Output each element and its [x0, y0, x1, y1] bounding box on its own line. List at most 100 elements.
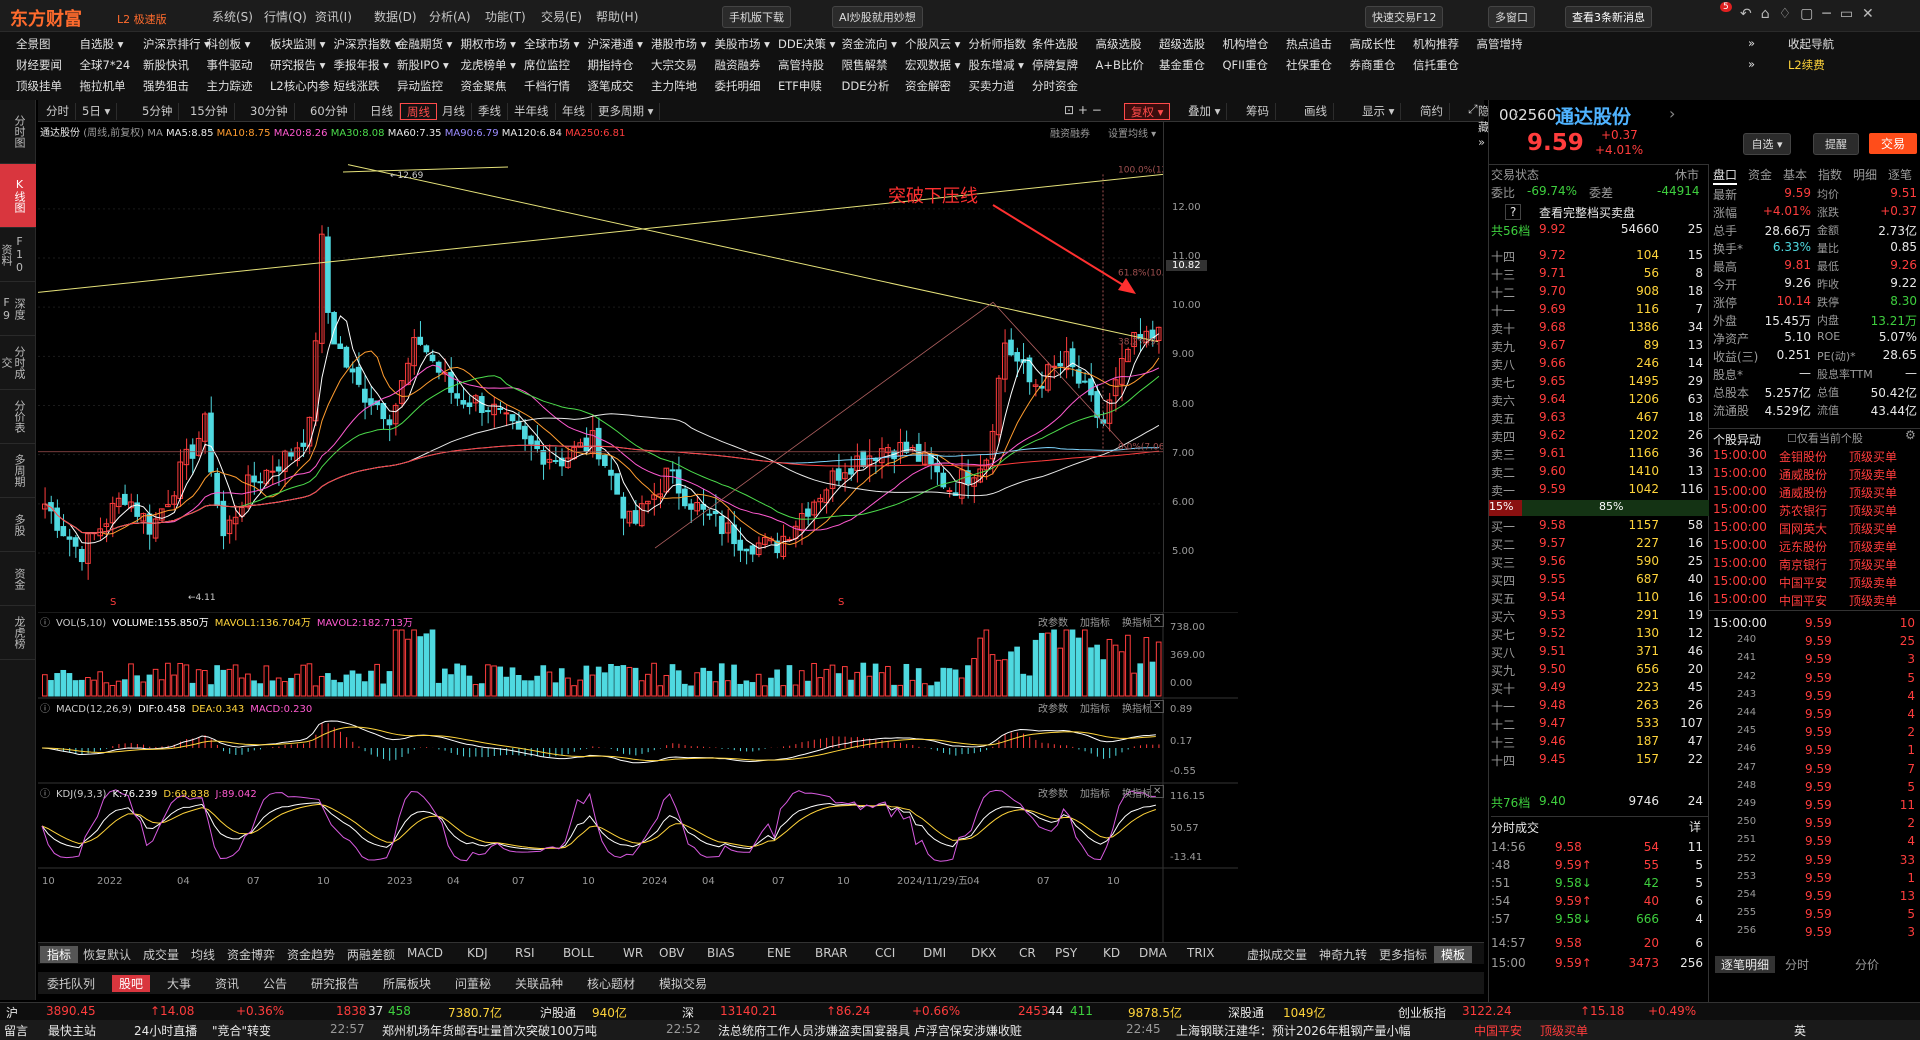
close-panel-icon[interactable]: ✕	[1150, 700, 1165, 713]
panel-tool[interactable]: 换指标	[1122, 618, 1152, 629]
zb-tab[interactable]: 分时	[1785, 958, 1810, 972]
yd-stock[interactable]: 通威股份	[1779, 468, 1828, 482]
nav-item[interactable]: 龙虎榜单 ▾	[460, 58, 516, 72]
nav-item[interactable]: 热点追击	[1286, 37, 1332, 51]
nav-item[interactable]: 条件选股	[1032, 37, 1078, 51]
indicator-tab[interactable]: 均线	[191, 948, 216, 962]
nav-item[interactable]: 千档行情	[524, 79, 570, 93]
period-tab[interactable]: 5日 ▾	[76, 103, 118, 120]
nav-item[interactable]: 资金流向 ▾	[841, 37, 897, 51]
indicator-tab[interactable]: 虚拟成交量	[1247, 948, 1308, 962]
menu-6[interactable]: 交易(E)	[541, 10, 582, 24]
nav-item[interactable]: 个股风云 ▾	[905, 37, 961, 51]
news-item[interactable]: 上海钢联汪建华：预计2026年粗钢产量小幅	[1176, 1024, 1411, 1038]
nav-item[interactable]: 季报年报 ▾	[333, 58, 389, 72]
zb-tab[interactable]: 逐笔明细	[1715, 956, 1776, 973]
indicator-tab[interactable]: DKX	[971, 946, 997, 960]
indicator-tab[interactable]: 神奇九转	[1319, 948, 1368, 962]
nav-item[interactable]: 异动监控	[397, 79, 443, 93]
yd-stock[interactable]: 金钼股份	[1779, 450, 1828, 464]
info-tab[interactable]: 问董秘	[455, 977, 492, 991]
nav-item[interactable]: 顶级挂单	[16, 79, 62, 93]
left-tab[interactable]: 分价表	[0, 390, 36, 444]
left-tab[interactable]: K线图	[0, 164, 36, 228]
nav-item[interactable]: »	[1748, 57, 1756, 71]
nav-item[interactable]: 收起导航	[1788, 37, 1834, 51]
indicator-tab[interactable]: TRIX	[1187, 946, 1215, 960]
nav-item[interactable]: 高管增持	[1476, 37, 1523, 51]
full-book-link[interactable]: 查看完整档买卖盘	[1539, 206, 1636, 220]
nav-item[interactable]: 沪深港通 ▾	[587, 37, 643, 51]
nav-item[interactable]: 高成长性	[1349, 37, 1396, 51]
mobile-download-button[interactable]: 手机版下载	[722, 6, 791, 28]
trade-button[interactable]: 交易	[1869, 133, 1917, 154]
margin-link[interactable]: 融资融券	[1050, 129, 1090, 140]
indicator-tab[interactable]: 更多指标	[1379, 948, 1428, 962]
nav-item[interactable]: DDE分析	[841, 79, 890, 93]
news-alert-button[interactable]: 查看3条新消息	[1565, 6, 1652, 28]
nav-item[interactable]: QFII重仓	[1222, 58, 1268, 72]
info-tab[interactable]: 核心题材	[587, 977, 636, 991]
news-item[interactable]: "竞合"转变	[212, 1024, 272, 1038]
nav-item[interactable]: 委托明细	[714, 79, 761, 93]
quote-tab[interactable]: 基本	[1783, 168, 1808, 182]
nav-item[interactable]: 机构推荐	[1413, 37, 1459, 51]
news-item[interactable]: 留言	[4, 1024, 29, 1038]
indicator-tab[interactable]: MACD	[407, 946, 443, 960]
close-panel-icon[interactable]: ✕	[1150, 614, 1165, 627]
nav-item[interactable]: 期权市场 ▾	[460, 37, 516, 51]
yd-stock[interactable]: 远东股份	[1779, 540, 1828, 554]
yd-stock[interactable]: 苏农银行	[1779, 504, 1828, 518]
period-tab[interactable]: 60分钟	[304, 103, 355, 120]
ma-settings-button[interactable]: 设置均线 ▾	[1108, 129, 1157, 140]
panel-tool[interactable]: 加指标	[1080, 789, 1110, 800]
indicator-tab[interactable]: WR	[623, 946, 644, 960]
yd-stock[interactable]: 中国平安	[1779, 594, 1828, 608]
quote-tab[interactable]: 指数	[1818, 168, 1843, 182]
left-tab[interactable]: 分时成交	[0, 336, 36, 390]
chart-icons[interactable]: ⊡ + −	[1064, 103, 1102, 117]
nav-item[interactable]: 自选股 ▾	[79, 37, 124, 51]
chart-tool[interactable]: 画线	[1298, 103, 1334, 120]
period-tab[interactable]: 半年线	[508, 103, 556, 120]
nav-item[interactable]: 沪深京排行 ▾	[143, 37, 210, 51]
yd-settings-icon[interactable]: ⚙	[1905, 428, 1916, 442]
prev-stock-icon[interactable]: ‹	[1513, 104, 1520, 123]
indicator-tab[interactable]: CCI	[875, 946, 896, 960]
info-tab[interactable]: 大事	[167, 977, 192, 991]
nav-item[interactable]: 板块监测 ▾	[270, 37, 326, 51]
nav-item[interactable]: »	[1748, 36, 1756, 50]
window-controls[interactable]: ↶⌂♢▢─▭✕	[1740, 6, 1883, 22]
indicator-tab[interactable]: CR	[1019, 946, 1036, 960]
indicator-tab[interactable]: 指标	[40, 946, 79, 963]
nav-item[interactable]: 拖拉机单	[79, 79, 126, 93]
news-item[interactable]: 22:52	[666, 1022, 701, 1036]
nav-item[interactable]: L2续费	[1788, 58, 1825, 72]
news-item[interactable]: 22:45	[1126, 1022, 1161, 1036]
nav-item[interactable]: 买卖力道	[968, 79, 1015, 93]
chart-tool[interactable]: 筹码	[1240, 103, 1276, 120]
info-tab[interactable]: 公告	[263, 977, 288, 991]
indicator-tab[interactable]: BIAS	[707, 946, 735, 960]
indicator-tab[interactable]: 模板	[1434, 946, 1473, 963]
news-item[interactable]: 法总统府工作人员涉嫌盗卖国宴器具 卢浮宫保安涉嫌收赃	[718, 1024, 1022, 1038]
info-tab[interactable]: 资讯	[215, 977, 240, 991]
info-tab[interactable]: 模拟交易	[659, 977, 708, 991]
period-tab[interactable]: 更多周期 ▾	[592, 103, 661, 120]
nav-item[interactable]: ETF申赎	[778, 79, 822, 93]
period-tab[interactable]: 15分钟	[184, 103, 235, 120]
nav-item[interactable]: L2核心内参	[270, 79, 330, 93]
fullscreen-icon[interactable]: ⤢	[1468, 102, 1478, 116]
nav-item[interactable]: 席位监控	[524, 58, 570, 72]
nav-item[interactable]: 主力踪迹	[206, 79, 253, 93]
indicator-tab[interactable]: 成交量	[143, 948, 180, 962]
nav-item[interactable]: 全球7*24	[79, 58, 131, 72]
menu-5[interactable]: 功能(T)	[485, 10, 526, 24]
left-tab[interactable]: 多周期	[0, 444, 36, 498]
nav-item[interactable]: 主力阵地	[651, 79, 697, 93]
indicator-tab[interactable]: KD	[1103, 946, 1121, 960]
nav-item[interactable]: 超级选股	[1159, 37, 1205, 51]
add-watchlist-button[interactable]: 自选 ▾	[1743, 133, 1791, 155]
chart-tool[interactable]: 显示 ▾	[1356, 103, 1402, 120]
next-stock-icon[interactable]: ›	[1669, 104, 1676, 123]
